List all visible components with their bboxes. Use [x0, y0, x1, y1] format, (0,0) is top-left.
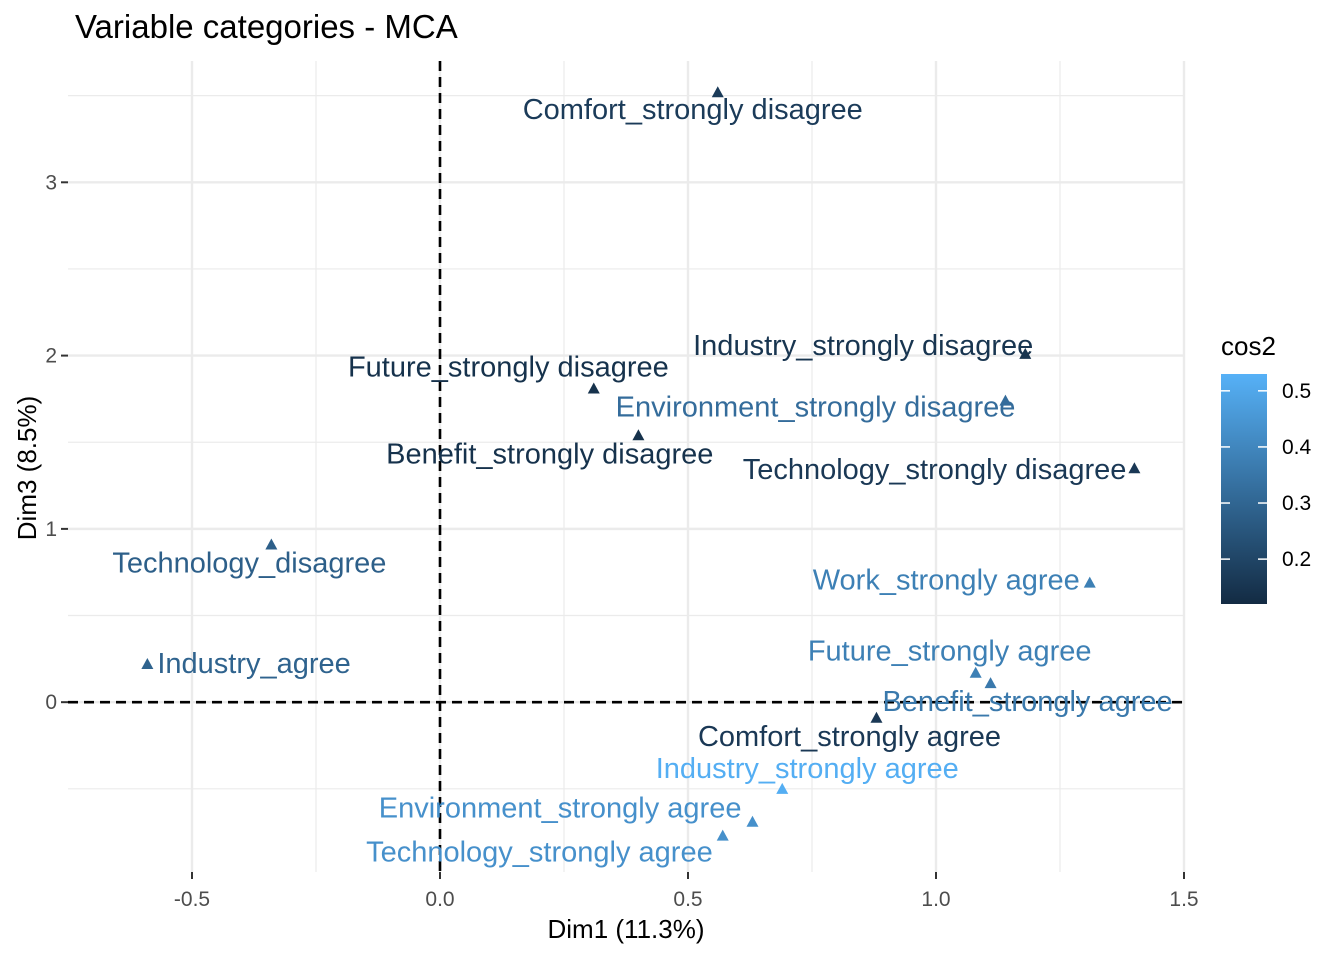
point-marker — [984, 677, 997, 689]
point-label: Comfort_strongly agree — [698, 721, 1001, 753]
point-label: Environment_strongly agree — [379, 793, 742, 825]
point-label: Benefit_strongly agree — [882, 686, 1172, 718]
point-marker — [746, 815, 759, 827]
legend-tick-label: 0.4 — [1282, 436, 1312, 459]
legend-ticks: 0.2 0.3 0.4 0.5 — [1221, 380, 1312, 571]
x-tick-label: 1.0 — [921, 888, 950, 911]
point-label: Comfort_strongly disagree — [523, 94, 863, 126]
reference-lines — [68, 61, 1184, 872]
point-marker — [1083, 576, 1096, 588]
legend-tick-label: 0.5 — [1282, 380, 1311, 403]
point-marker — [587, 382, 600, 394]
x-axis-title: Dim1 (11.3%) — [547, 914, 704, 944]
legend-tick-label: 0.2 — [1282, 548, 1311, 571]
point-marker — [141, 658, 154, 670]
point-label: Environment_strongly disagree — [616, 392, 1016, 424]
point-marker — [1128, 462, 1141, 474]
y-tick-label: 2 — [45, 345, 57, 368]
x-tick-label: -0.5 — [174, 888, 210, 911]
point-label: Future_strongly disagree — [348, 352, 669, 384]
y-axis: 0 1 2 3 — [45, 171, 68, 714]
point-label: Benefit_strongly disagree — [386, 438, 713, 470]
point-markers — [141, 86, 1141, 841]
y-axis-title: Dim3 (8.5%) — [12, 396, 42, 540]
legend-tick-label: 0.3 — [1282, 492, 1311, 515]
minor-gridlines — [68, 61, 1184, 872]
point-marker — [870, 711, 883, 723]
point-marker — [265, 538, 278, 550]
x-axis: -0.5 0.0 0.5 1.0 1.5 — [174, 872, 1199, 911]
y-tick-label: 0 — [45, 691, 57, 714]
point-label: Technology_strongly agree — [366, 837, 713, 869]
point-label: Technology_strongly disagree — [743, 454, 1127, 486]
point-label: Technology_disagree — [112, 547, 386, 579]
point-label: Future_strongly agree — [808, 636, 1092, 668]
point-marker — [632, 429, 645, 441]
point-marker — [716, 829, 729, 841]
chart-title: Variable categories - MCA — [75, 8, 458, 45]
x-tick-label: 1.5 — [1169, 888, 1198, 911]
point-marker — [711, 86, 724, 98]
point-marker — [999, 394, 1012, 406]
point-marker — [776, 782, 789, 794]
point-label: Industry_strongly disagree — [693, 330, 1033, 362]
point-label: Industry_agree — [157, 648, 350, 680]
legend-colorbar — [1221, 374, 1267, 604]
point-labels: Comfort_strongly disagree Industry_strong… — [112, 94, 1172, 868]
color-legend: cos2 0.2 0.3 0.4 0.5 — [1221, 331, 1312, 604]
x-tick-label: 0.0 — [425, 888, 454, 911]
point-marker — [1019, 347, 1032, 359]
y-tick-label: 3 — [45, 171, 57, 194]
x-tick-label: 0.5 — [673, 888, 702, 911]
point-label: Industry_strongly agree — [656, 753, 959, 785]
legend-title: cos2 — [1221, 331, 1276, 361]
point-marker — [969, 666, 982, 678]
y-tick-label: 1 — [45, 518, 57, 541]
point-label: Work_strongly agree — [813, 565, 1080, 597]
